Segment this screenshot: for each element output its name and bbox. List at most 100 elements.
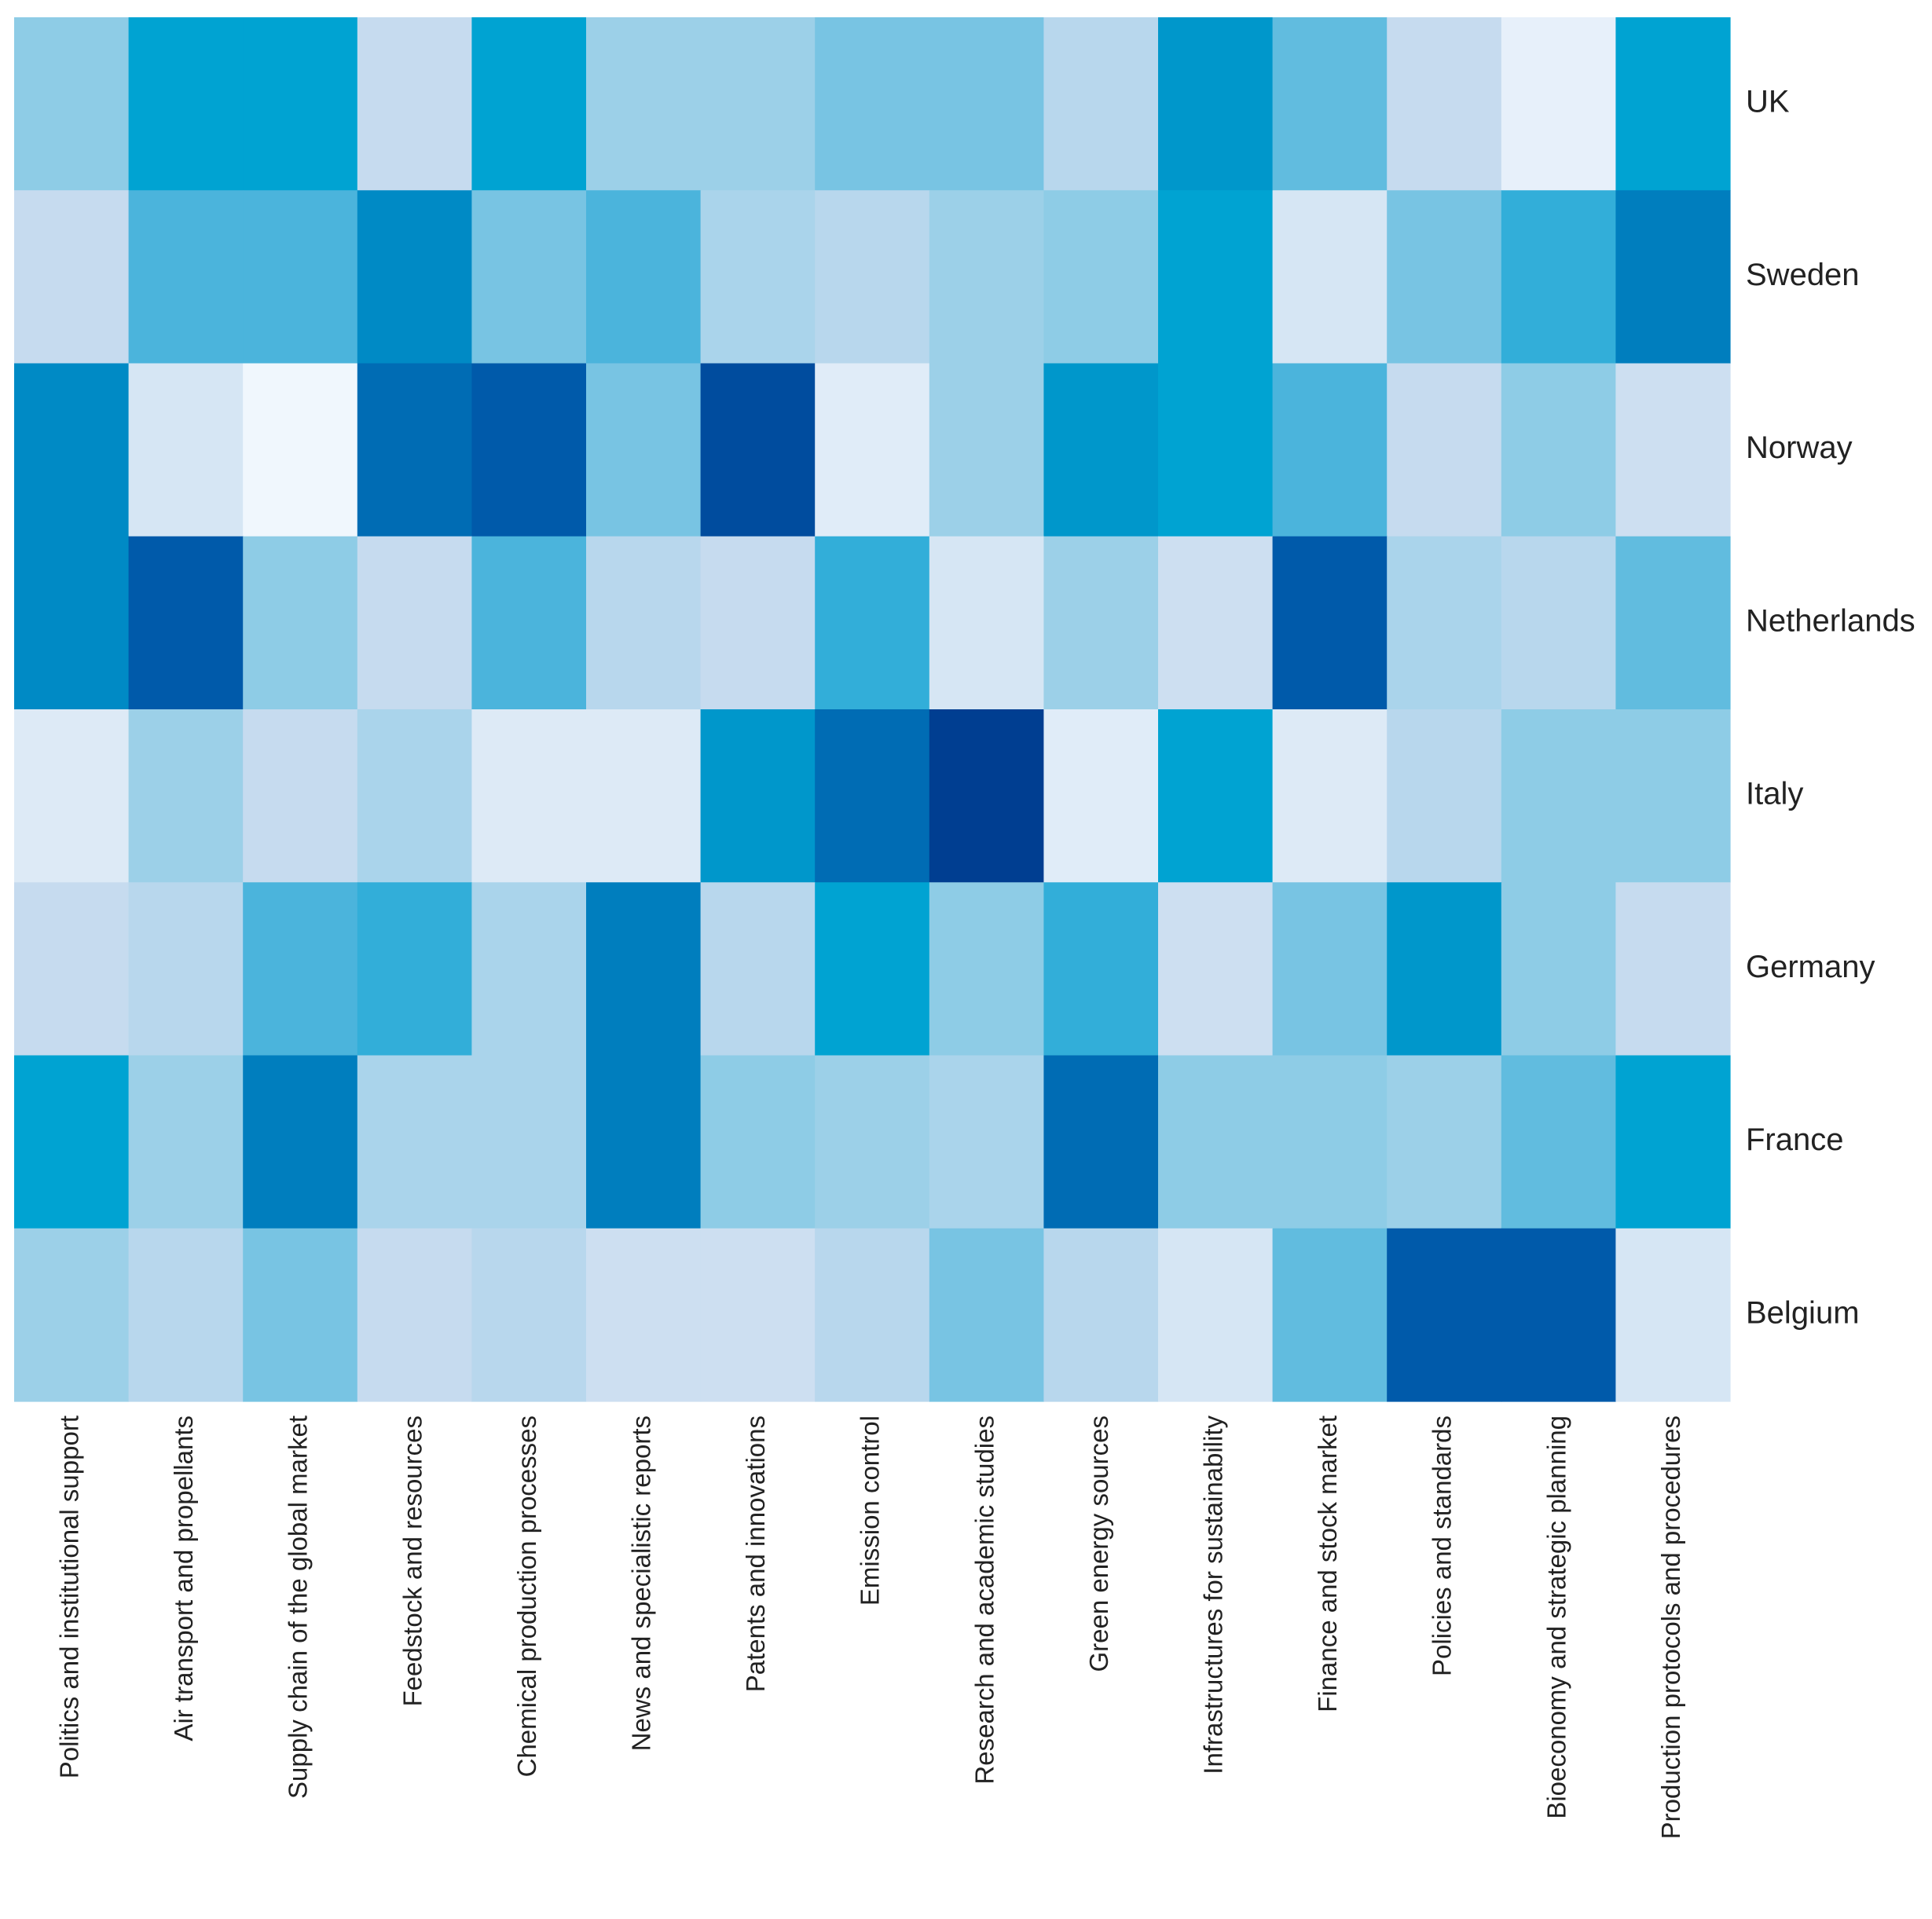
heatmap-cell-germany-infrastructures-for-sustainability [1158,882,1274,1057]
column-label-supply-chain-of-the-global-market: Supply chain of the global market [284,1415,313,1799]
heatmap-cell-norway-policies-and-standards [1387,363,1502,537]
heatmap-cell-netherlands-policies-and-standards [1387,536,1502,710]
heatmap-cell-france-finance-and-stock-market [1272,1055,1388,1229]
heatmap-cell-sweden-research-and-academic-studies [929,190,1044,364]
heatmap-cell-italy-chemical-production-processes [471,709,587,883]
heatmap-cell-norway-news-and-specialistic-reports [586,363,702,537]
heatmap-cell-uk-feedstock-and-resources [357,17,472,191]
heatmap-cell-uk-patents-and-innovations [700,17,816,191]
heatmap-cell-germany-air-transport-and-propellants [128,882,244,1057]
heatmap-cell-belgium-patents-and-innovations [700,1228,816,1402]
column-label-research-and-academic-studies: Research and academic studies [970,1415,999,1785]
heatmap-cell-belgium-bioeconomy-and-strategic-planning [1501,1228,1616,1402]
heatmap-cell-germany-chemical-production-processes [471,882,587,1057]
heatmap-cell-sweden-emission-control [815,190,930,364]
row-label-norway: Norway [1746,430,1853,465]
heatmap-cell-uk-emission-control [815,17,930,191]
row-label-germany: Germany [1746,950,1875,984]
heatmap-cell-norway-emission-control [815,363,930,537]
heatmap-cell-italy-politics-and-institutional-support [14,709,130,883]
heatmap-cell-france-production-protocols-and-procedures [1615,1055,1731,1229]
heatmap-cell-belgium-finance-and-stock-market [1272,1228,1388,1402]
column-label-air-transport-and-propellants: Air transport and propellants [169,1415,198,1741]
heatmap-cell-italy-patents-and-innovations [700,709,816,883]
column-label-patents-and-innovations: Patents and innovations [741,1415,770,1692]
heatmap-cell-sweden-green-energy-sources [1043,190,1159,364]
heatmap-cell-france-patents-and-innovations [700,1055,816,1229]
heatmap-cell-norway-chemical-production-processes [471,363,587,537]
heatmap-cell-netherlands-bioeconomy-and-strategic-planning [1501,536,1616,710]
heatmap-cell-norway-supply-chain-of-the-global-market [243,363,358,537]
heatmap-cell-france-chemical-production-processes [471,1055,587,1229]
heatmap-cell-belgium-supply-chain-of-the-global-market [243,1228,358,1402]
heatmap-cell-uk-air-transport-and-propellants [128,17,244,191]
heatmap-cell-germany-green-energy-sources [1043,882,1159,1057]
column-label-emission-control: Emission control [856,1415,885,1606]
heatmap-cell-belgium-politics-and-institutional-support [14,1228,130,1402]
heatmap-cell-belgium-green-energy-sources [1043,1228,1159,1402]
heatmap-cell-uk-finance-and-stock-market [1272,17,1388,191]
row-label-sweden: Sweden [1746,258,1860,292]
heatmap-cell-norway-feedstock-and-resources [357,363,472,537]
heatmap-cell-italy-feedstock-and-resources [357,709,472,883]
column-label-chemical-production-processes: Chemical production processes [512,1415,541,1777]
heatmap-cell-netherlands-infrastructures-for-sustainability [1158,536,1274,710]
heatmap-cell-germany-politics-and-institutional-support [14,882,130,1057]
heatmap-cell-france-air-transport-and-propellants [128,1055,244,1229]
heatmap-cell-netherlands-green-energy-sources [1043,536,1159,710]
column-label-finance-and-stock-market: Finance and stock market [1313,1415,1342,1712]
column-labels: Politics and institutional support Air tr… [55,1415,1685,1840]
heatmap-cell-belgium-research-and-academic-studies [929,1228,1044,1402]
column-label-policies-and-standards: Policies and standards [1428,1415,1457,1676]
heatmap-cell-sweden-news-and-specialistic-reports [586,190,702,364]
row-label-netherlands: Netherlands [1746,603,1916,638]
heatmap-cell-italy-green-energy-sources [1043,709,1159,883]
heatmap-cell-france-emission-control [815,1055,930,1229]
heatmap-cell-germany-production-protocols-and-procedures [1615,882,1731,1057]
heatmap-cell-netherlands-news-and-specialistic-reports [586,536,702,710]
heatmap-cell-sweden-air-transport-and-propellants [128,190,244,364]
heatmap-cell-italy-bioeconomy-and-strategic-planning [1501,709,1616,883]
heatmap-cell-france-policies-and-standards [1387,1055,1502,1229]
column-label-green-energy-sources: Green energy sources [1084,1415,1113,1672]
heatmap-cell-belgium-feedstock-and-resources [357,1228,472,1402]
heatmap-cell-france-news-and-specialistic-reports [586,1055,702,1229]
heatmap-cell-germany-supply-chain-of-the-global-market [243,882,358,1057]
heatmap-cell-sweden-feedstock-and-resources [357,190,472,364]
heatmap-cell-sweden-infrastructures-for-sustainability [1158,190,1274,364]
heatmap-cell-belgium-infrastructures-for-sustainability [1158,1228,1274,1402]
heatmap-cell-germany-patents-and-innovations [700,882,816,1057]
column-label-infrastructures-for-sustainability: Infrastructures for sustainability [1199,1415,1228,1774]
column-label-news-and-specialistic-reports: News and specialistic reports [627,1415,656,1751]
heatmap-cell-germany-finance-and-stock-market [1272,882,1388,1057]
heatmap-cell-norway-finance-and-stock-market [1272,363,1388,537]
column-label-feedstock-and-resources: Feedstock and resources [398,1415,427,1707]
heatmap-cell-belgium-news-and-specialistic-reports [586,1228,702,1402]
heatmap-cell-netherlands-politics-and-institutional-support [14,536,130,710]
heatmap-cell-uk-news-and-specialistic-reports [586,17,702,191]
column-label-politics-and-institutional-support: Politics and institutional support [55,1415,84,1778]
heatmap-cell-sweden-production-protocols-and-procedures [1615,190,1731,364]
heatmap-cell-uk-supply-chain-of-the-global-market [243,17,358,191]
heatmap-cell-france-infrastructures-for-sustainability [1158,1055,1274,1229]
heatmap-cell-italy-news-and-specialistic-reports [586,709,702,883]
heatmap-cell-belgium-policies-and-standards [1387,1228,1502,1402]
heatmap-cell-france-supply-chain-of-the-global-market [243,1055,358,1229]
heatmap-cell-sweden-finance-and-stock-market [1272,190,1388,364]
heatmap-cell-france-green-energy-sources [1043,1055,1159,1229]
heatmap-cell-norway-bioeconomy-and-strategic-planning [1501,363,1616,537]
heatmap-cell-norway-air-transport-and-propellants [128,363,244,537]
heatmap-cell-belgium-chemical-production-processes [471,1228,587,1402]
heatmap-cell-sweden-policies-and-standards [1387,190,1502,364]
heatmap-cell-germany-bioeconomy-and-strategic-planning [1501,882,1616,1057]
heatmap-cell-sweden-patents-and-innovations [700,190,816,364]
heatmap-cell-netherlands-supply-chain-of-the-global-market [243,536,358,710]
heatmap-cell-germany-policies-and-standards [1387,882,1502,1057]
heatmap-cell-italy-infrastructures-for-sustainability [1158,709,1274,883]
heatmap-cell-france-research-and-academic-studies [929,1055,1044,1229]
heatmap-cell-uk-policies-and-standards [1387,17,1502,191]
heatmap-cell-norway-green-energy-sources [1043,363,1159,537]
heatmap-cell-uk-politics-and-institutional-support [14,17,130,191]
heatmap-cell-belgium-production-protocols-and-procedures [1615,1228,1731,1402]
heatmap-cell-norway-patents-and-innovations [700,363,816,537]
